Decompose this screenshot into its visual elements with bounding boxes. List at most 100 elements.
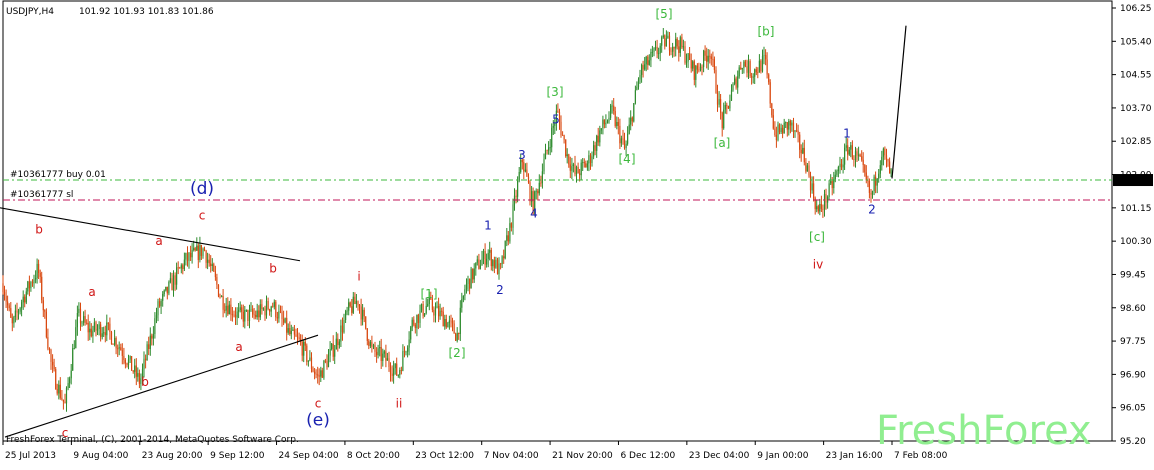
triangle-lower-trendline bbox=[4, 334, 319, 438]
candle-body bbox=[837, 167, 839, 171]
candle-body bbox=[562, 135, 564, 136]
candle-body bbox=[675, 38, 677, 49]
candle-body bbox=[69, 378, 71, 384]
candle-body bbox=[724, 105, 726, 110]
candle-body bbox=[634, 90, 636, 104]
candle-body bbox=[665, 38, 667, 47]
candle-body bbox=[47, 337, 49, 349]
candle-body bbox=[588, 155, 590, 164]
candle-body bbox=[532, 191, 534, 214]
candle-body bbox=[823, 194, 826, 210]
candle-body bbox=[681, 37, 683, 48]
candle-body bbox=[289, 328, 291, 335]
candle-body bbox=[8, 305, 10, 309]
candle-body bbox=[199, 245, 201, 260]
candle-body bbox=[690, 59, 692, 69]
candle-body bbox=[61, 397, 63, 400]
candle-body bbox=[371, 342, 373, 347]
candle-body bbox=[323, 360, 325, 378]
candle-body bbox=[438, 305, 440, 317]
candle-body bbox=[424, 313, 426, 316]
candle-body bbox=[695, 65, 697, 80]
candle-body bbox=[436, 305, 438, 309]
candle-body bbox=[112, 344, 114, 345]
candle-body bbox=[258, 310, 260, 318]
candle-body bbox=[21, 302, 23, 309]
candle-body bbox=[887, 159, 889, 162]
candle-body bbox=[86, 322, 88, 324]
candle-body bbox=[172, 275, 175, 291]
candle-body bbox=[11, 317, 13, 324]
candle-body bbox=[75, 327, 77, 349]
candle-body bbox=[817, 206, 819, 212]
candle-body bbox=[799, 134, 801, 150]
candle-body bbox=[442, 311, 444, 327]
candle-body bbox=[782, 127, 784, 134]
x-tick-label: 8 Oct 20:00 bbox=[347, 451, 400, 461]
candle-body bbox=[267, 301, 269, 310]
candle-body bbox=[844, 147, 846, 165]
candle-body bbox=[79, 308, 82, 324]
candle-body bbox=[377, 348, 379, 356]
candle-body bbox=[67, 383, 69, 388]
candle-body bbox=[219, 296, 221, 298]
candle-body bbox=[208, 259, 210, 264]
candle-body bbox=[402, 351, 404, 371]
candle-body bbox=[555, 110, 557, 124]
candle-body bbox=[31, 282, 34, 284]
candle-body bbox=[599, 130, 601, 143]
candle-body bbox=[372, 345, 375, 347]
candle-body bbox=[636, 86, 638, 91]
candle-body bbox=[529, 182, 531, 202]
candle-body bbox=[596, 135, 598, 151]
candle-body bbox=[552, 125, 554, 128]
candle-body bbox=[644, 64, 646, 70]
candle-body bbox=[307, 360, 309, 362]
x-tick-label: 25 Jul 2013 bbox=[5, 451, 56, 461]
x-tick-label: 24 Sep 04:00 bbox=[279, 451, 339, 461]
candle-body bbox=[39, 273, 41, 277]
candle-body bbox=[444, 319, 446, 327]
candle-body bbox=[659, 45, 661, 54]
candle-body bbox=[462, 295, 464, 300]
candle-body bbox=[551, 127, 553, 148]
candle-body bbox=[95, 322, 97, 331]
candle-body bbox=[481, 258, 483, 266]
candle-body bbox=[162, 294, 164, 301]
candle-body bbox=[417, 314, 419, 323]
candle-body bbox=[107, 322, 109, 324]
candle-body bbox=[876, 178, 878, 186]
candle-body bbox=[428, 297, 430, 304]
candle-body bbox=[616, 122, 618, 126]
x-tick-label: 7 Feb 08:00 bbox=[894, 451, 948, 461]
candle-body bbox=[211, 264, 213, 266]
x-tick-label: 23 Dec 04:00 bbox=[689, 451, 750, 461]
candle-body bbox=[341, 325, 344, 333]
candle-body bbox=[124, 360, 126, 364]
lines-layer: #10361777 buy 0.01 #10361777 sl bbox=[0, 25, 1112, 438]
wave-label: 2 bbox=[496, 283, 504, 297]
candle-body bbox=[317, 374, 319, 376]
candle-body bbox=[255, 314, 257, 318]
candle-body bbox=[614, 111, 616, 126]
candle-body bbox=[608, 117, 610, 122]
candle-body bbox=[135, 365, 137, 377]
candle-body bbox=[349, 302, 351, 307]
candle-body bbox=[783, 122, 785, 134]
candle-body bbox=[368, 340, 370, 346]
candle-body bbox=[749, 61, 751, 77]
candle-body bbox=[445, 319, 447, 328]
candle-body bbox=[524, 169, 526, 172]
candle-body bbox=[159, 301, 161, 307]
candle-body bbox=[434, 308, 437, 316]
candle-body bbox=[419, 310, 421, 323]
candle-body bbox=[571, 166, 573, 171]
y-tick-label: 95.20 bbox=[1120, 437, 1146, 447]
candle-body bbox=[582, 162, 584, 163]
candle-body bbox=[441, 310, 443, 312]
candle-body bbox=[292, 329, 294, 331]
candle-body bbox=[716, 93, 719, 105]
candle-body bbox=[272, 306, 274, 308]
candle-body bbox=[134, 365, 136, 372]
